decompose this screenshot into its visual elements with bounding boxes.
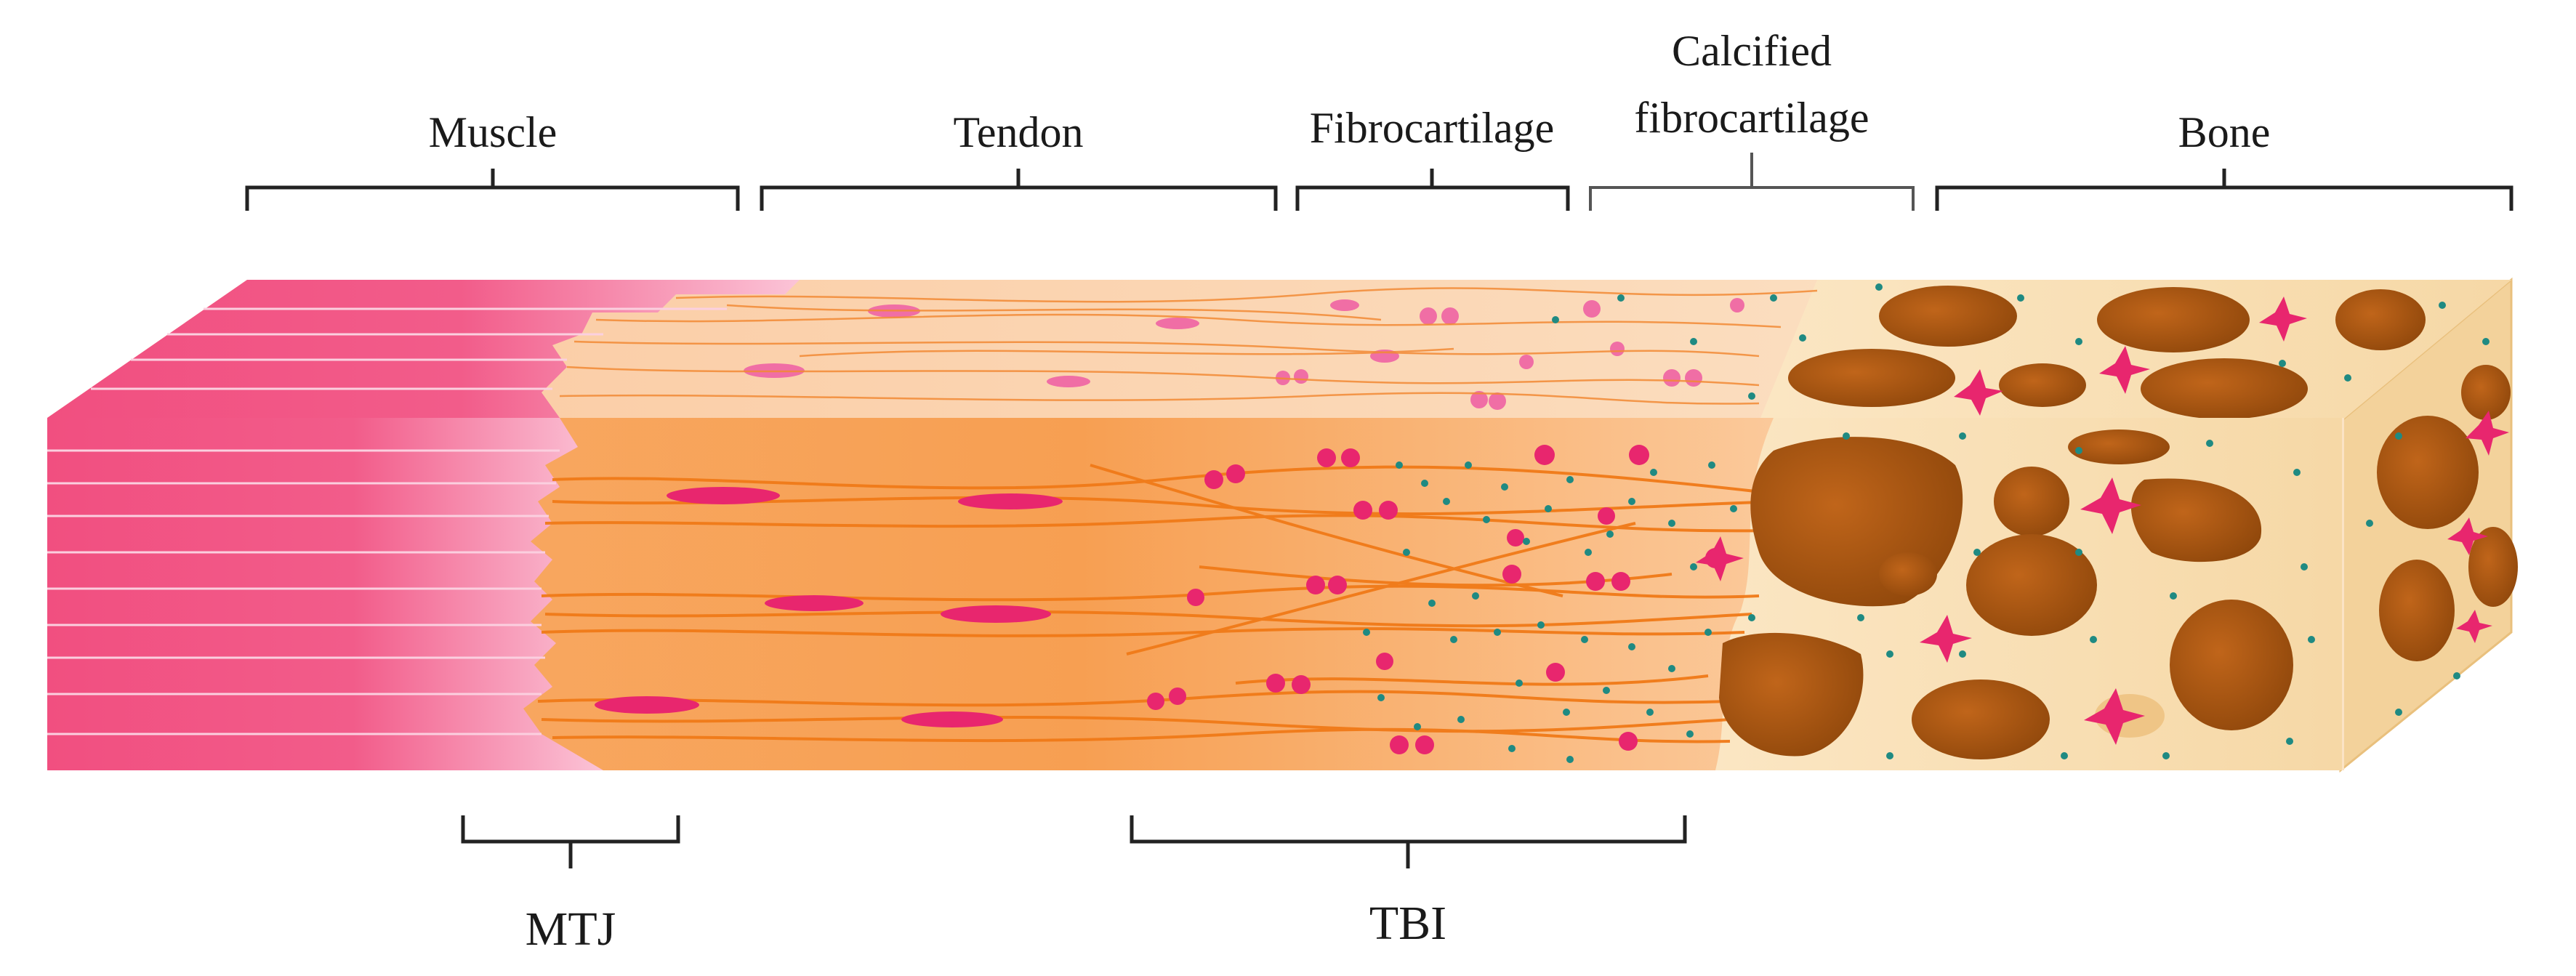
osteocyte-cells-front	[1696, 477, 2145, 745]
osteocyte-cell	[2099, 346, 2150, 394]
front-face	[47, 283, 2490, 770]
bone-side-face	[2339, 277, 2518, 773]
osteocyte-cell	[1954, 369, 2003, 416]
muscle-label: Muscle	[429, 108, 558, 156]
bottom-brackets	[461, 815, 1687, 868]
osteocyte-cell	[2466, 411, 2509, 456]
osteocyte-cell	[2447, 517, 2488, 555]
top-face	[47, 280, 2511, 422]
osteocyte-cell	[2456, 610, 2492, 643]
bone-pores	[1719, 429, 2293, 759]
bone-label: Bone	[2178, 108, 2271, 156]
mtj-label: MTJ	[526, 903, 616, 956]
osteocyte-cell	[2259, 297, 2307, 342]
tbi-label: TBI	[1369, 897, 1446, 950]
fibroblast-cells	[595, 487, 1063, 727]
chondrocyte-cells	[1147, 445, 1726, 754]
mineral-dots	[1363, 283, 2490, 763]
muscle-tissue	[47, 418, 603, 770]
calcified-label-line1: Calcified	[1672, 27, 1832, 75]
tendon-label: Tendon	[953, 108, 1083, 156]
fibrocartilage-label: Fibrocartilage	[1310, 104, 1555, 152]
top-brackets	[245, 153, 2513, 211]
calcified-label-line2: fibrocartilage	[1634, 94, 1869, 142]
